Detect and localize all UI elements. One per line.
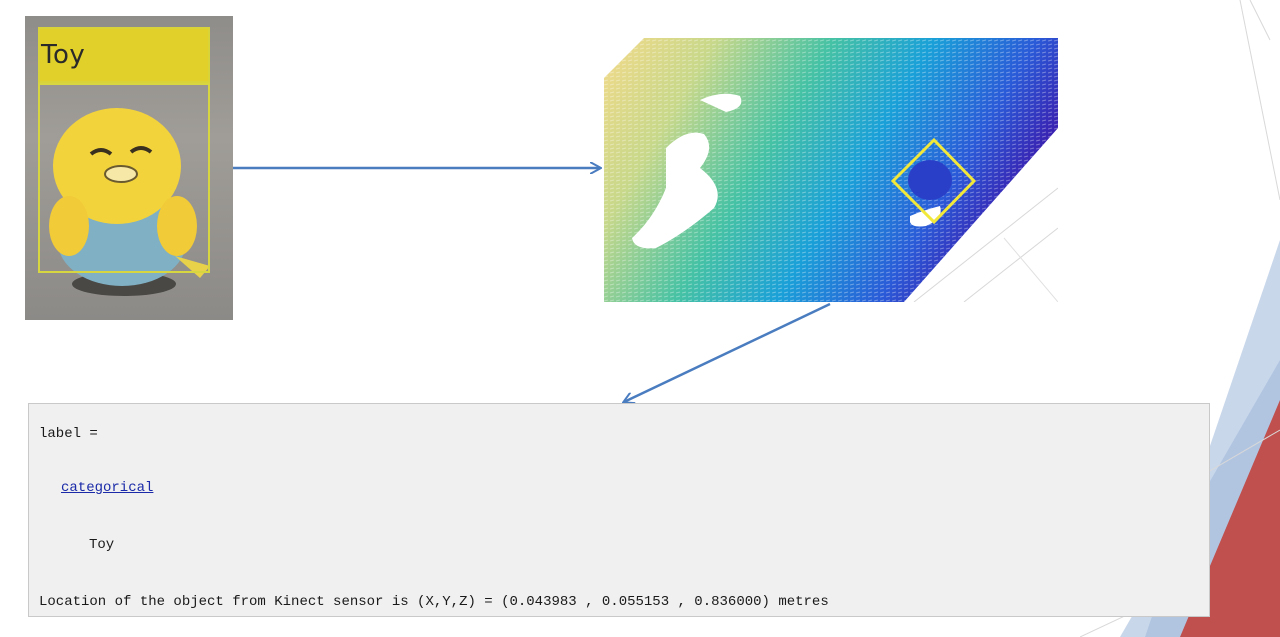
3d-bounding-box bbox=[890, 137, 977, 225]
detection-label-bar bbox=[38, 27, 210, 83]
detection-label: Toy bbox=[41, 40, 86, 70]
bounding-box bbox=[38, 83, 210, 273]
detection-image: Toy bbox=[25, 16, 233, 320]
console-output-panel: label = categorical Toy Location of the … bbox=[28, 403, 1210, 617]
toy-photo bbox=[49, 108, 210, 296]
point-cloud-plot bbox=[604, 38, 1058, 302]
point-cloud-view bbox=[604, 38, 1058, 302]
console-location-line: Location of the object from Kinect senso… bbox=[39, 594, 829, 610]
console-value: Toy bbox=[89, 537, 115, 553]
decor-line bbox=[1239, 0, 1280, 201]
arrow-to-console bbox=[624, 302, 831, 402]
console-variable-line: label = bbox=[39, 426, 98, 442]
decor-line-2 bbox=[1249, 0, 1271, 41]
categorical-link[interactable]: categorical bbox=[61, 480, 154, 496]
